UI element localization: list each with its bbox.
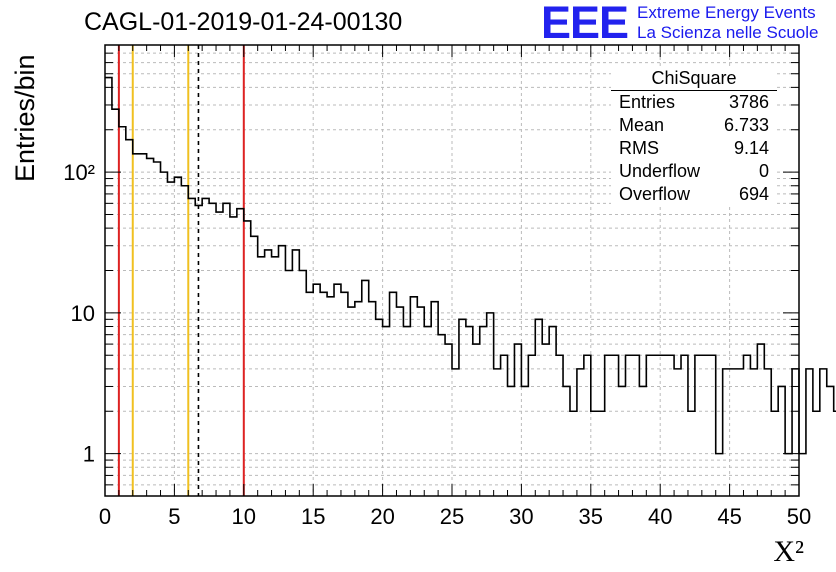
x-tick-label: 0 xyxy=(99,504,111,529)
stats-box: ChiSquare Entries 3786 Mean 6.733 RMS 9.… xyxy=(611,66,777,206)
stats-label: RMS xyxy=(619,138,659,158)
stats-value: 9.14 xyxy=(733,138,769,158)
x-axis-label: X² xyxy=(773,535,804,568)
histogram-line xyxy=(105,76,836,455)
y-tick-label: 10² xyxy=(63,160,95,185)
x-tick-label: 45 xyxy=(717,504,741,529)
x-tick-label: 30 xyxy=(509,504,533,529)
histogram xyxy=(105,76,836,455)
x-tick-label: 25 xyxy=(440,504,464,529)
stats-row-underflow: Underflow 0 xyxy=(611,160,777,183)
stats-title: ChiSquare xyxy=(611,66,777,91)
stats-row-overflow: Overflow 694 xyxy=(611,183,777,206)
x-tick-label: 10 xyxy=(232,504,256,529)
stats-value: 694 xyxy=(738,184,769,204)
x-tick-label: 35 xyxy=(579,504,603,529)
eee-logo: EEE xyxy=(541,0,629,48)
axes: 0 5 10 15 20 25 30 35 40 45 50 1 10 10² xyxy=(63,44,811,529)
y-tick-label: 10 xyxy=(71,301,95,326)
stats-row-rms: RMS 9.14 xyxy=(611,137,777,160)
y-tick-label: 1 xyxy=(83,442,95,467)
stats-value: 3786 xyxy=(728,92,769,112)
x-tick-label: 5 xyxy=(168,504,180,529)
stats-value: 6.733 xyxy=(723,115,769,135)
stats-label: Overflow xyxy=(619,184,691,204)
stats-row-entries: Entries 3786 xyxy=(611,91,777,114)
x-tick-label: 15 xyxy=(301,504,325,529)
eee-logo-line-1: Extreme Energy Events xyxy=(637,3,816,22)
x-tick-label: 40 xyxy=(648,504,672,529)
reference-lines xyxy=(117,45,245,496)
x-tick-label: 50 xyxy=(787,504,811,529)
stats-row-mean: Mean 6.733 xyxy=(611,114,777,137)
chart-title: CAGL-01-2019-01-24-00130 xyxy=(84,8,403,36)
stats-value: 0 xyxy=(758,161,769,181)
eee-logo-line-2: La Scienza nelle Scuole xyxy=(637,23,819,42)
stats-label: Entries xyxy=(619,92,676,112)
stats-label: Mean xyxy=(619,115,665,135)
stats-label: Underflow xyxy=(619,161,701,181)
x-tick-label: 20 xyxy=(370,504,394,529)
